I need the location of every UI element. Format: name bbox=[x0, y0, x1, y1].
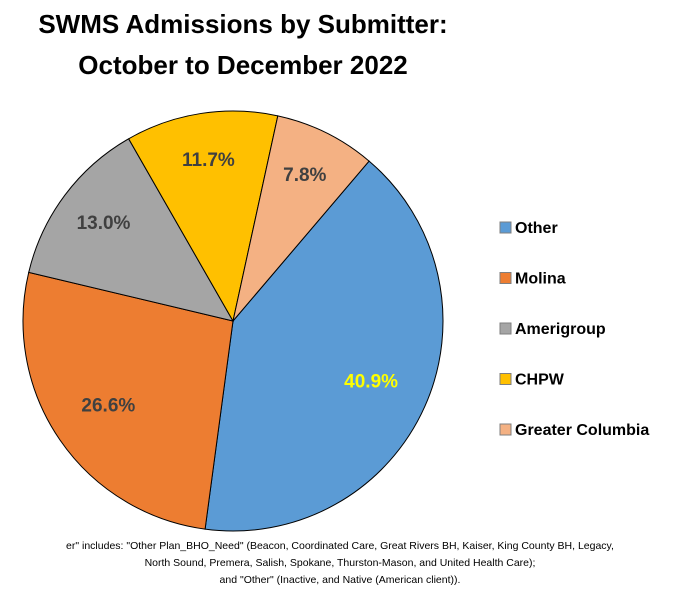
legend-swatch bbox=[499, 373, 512, 385]
chart-title: October to December 2022 bbox=[78, 50, 407, 80]
chart-title: SWMS Admissions by Submitter: bbox=[38, 9, 447, 39]
legend-label: Amerigroup bbox=[515, 321, 606, 338]
legend-label: Molina bbox=[515, 271, 566, 288]
data-label: 13.0% bbox=[77, 213, 131, 234]
pie-slice bbox=[232, 115, 370, 322]
footnote: and "Other" (Inactive, and Native (Ameri… bbox=[220, 574, 461, 586]
pie-slice bbox=[127, 110, 279, 323]
legend-swatch bbox=[499, 322, 512, 335]
footnote: er" includes: "Other Plan_BHO_Need" (Bea… bbox=[66, 540, 614, 552]
data-label: 40.9% bbox=[344, 372, 398, 393]
legend-label: CHPW bbox=[515, 372, 565, 389]
legend-swatch bbox=[499, 272, 512, 284]
legend-swatch bbox=[499, 221, 512, 234]
data-label: 7.8% bbox=[283, 165, 326, 186]
data-label: 11.7% bbox=[182, 150, 235, 171]
data-label: 26.6% bbox=[81, 396, 135, 417]
pie-slice bbox=[204, 160, 444, 532]
legend-swatch bbox=[499, 423, 512, 436]
legend-label: Greater Columbia bbox=[515, 422, 649, 439]
pie-slice bbox=[22, 271, 234, 530]
pie-slice bbox=[28, 138, 235, 322]
footnote: North Sound, Premera, Salish, Spokane, T… bbox=[145, 557, 536, 569]
legend-label: Other bbox=[515, 220, 558, 237]
